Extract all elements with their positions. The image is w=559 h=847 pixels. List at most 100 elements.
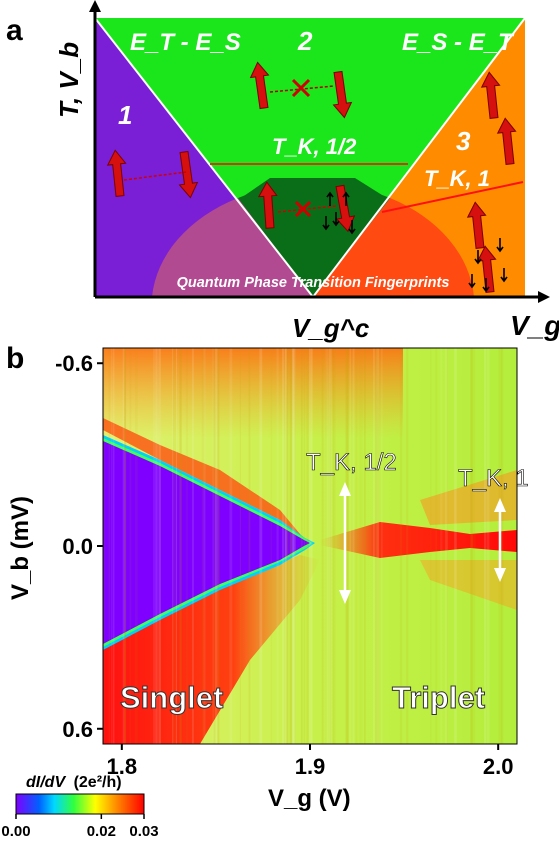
heatmap-streak	[381, 348, 383, 744]
heatmap-streak	[307, 348, 309, 744]
heatmap-streak	[180, 348, 182, 744]
dome-label: Quantum Phase Transition Fingerprints	[177, 275, 450, 291]
heatmap-red-upper-edge	[103, 418, 305, 540]
colorbar-gradient	[15, 793, 145, 815]
heatmap-streak	[229, 348, 233, 744]
colorbar-ticks: 0.00 0.02 0.03	[1, 814, 159, 840]
heatmap-streak	[446, 348, 449, 744]
panel-a-label: a	[6, 14, 23, 47]
panel-a: a T, V_b V_g V_g^c 1 2 3 E	[6, 0, 559, 343]
heatmap-streak	[124, 348, 126, 744]
panel-b-label: b	[6, 342, 24, 375]
heatmap-top-orange	[103, 348, 403, 438]
heatmap-streak	[445, 348, 448, 744]
panel-a-x-marker-label: V_g^c	[292, 313, 370, 343]
heatmap-streak	[300, 348, 303, 744]
heatmap-streak	[134, 348, 138, 744]
panel-b-tk-one-label: T_K, 1	[458, 465, 529, 492]
heatmap-streak	[321, 348, 324, 744]
heatmap-streak	[179, 348, 182, 744]
heatmap-streak	[213, 348, 217, 744]
heatmap-streak	[375, 348, 378, 744]
heatmap-streak	[406, 348, 409, 744]
x-tick-label: 2.0	[483, 754, 514, 779]
triplet-label: Triplet	[392, 680, 485, 715]
heatmap-streak	[201, 348, 205, 744]
heatmap-streak	[375, 348, 377, 744]
heatmap-streak	[359, 348, 361, 744]
region-2-number: 2	[297, 26, 313, 56]
region-2-spin-pair-icon	[248, 60, 354, 120]
singlet-label: Singlet	[120, 680, 223, 715]
heatmap-streak	[289, 348, 293, 744]
panel-b-y-axis-label-text: V_b (mV)	[7, 496, 34, 600]
region-1-spin-pair-icon	[105, 148, 200, 200]
heatmap-streak	[364, 348, 366, 744]
heatmap-streak	[248, 348, 251, 744]
colorbar-tick-label: 0.02	[87, 823, 116, 840]
heatmap-streak	[470, 348, 473, 744]
heatmap-streak	[352, 348, 355, 744]
dome-right	[313, 198, 474, 297]
heatmap-streak	[454, 348, 457, 744]
heatmap-streak	[175, 348, 178, 744]
panel-a-x-arrow-icon	[538, 291, 550, 303]
heatmap-streak	[501, 348, 504, 744]
heatmap-streak	[159, 348, 161, 744]
heatmap-streak	[284, 348, 287, 744]
tk-half-arrow-icon	[339, 482, 351, 604]
heatmap-streak	[203, 348, 206, 744]
heatmap-kondo-ridge	[320, 522, 517, 558]
heatmap-streak	[217, 348, 220, 744]
heatmap-streak	[483, 348, 487, 744]
heatmap-streak	[158, 348, 161, 744]
colorbar-title: dI/dV (2e²/h)	[26, 774, 122, 791]
heatmap-streak	[294, 348, 296, 744]
heatmap-streak	[122, 348, 125, 744]
panel-b-x-ticks: 1.8 1.9 2.0	[107, 744, 514, 779]
heatmap-streak	[309, 348, 312, 744]
heatmap-streak	[355, 348, 358, 744]
heatmap-streak	[292, 348, 296, 744]
heatmap-streak	[108, 348, 111, 744]
heatmap-streak	[154, 348, 158, 744]
heatmap-streak	[124, 348, 127, 744]
heatmap-triplet-glow	[420, 470, 517, 525]
panel-a-tk-half-label: T_K, 1/2	[272, 134, 357, 159]
colorbar: dI/dV (2e²/h) 0.00 0.02 0.03	[1, 774, 158, 840]
heatmap-streak	[303, 348, 306, 744]
panel-a-tk-one-label: T_K, 1	[424, 166, 490, 191]
heatmap-streak	[217, 348, 220, 744]
heatmap-singlet-gap	[103, 441, 310, 644]
heatmap-streak	[259, 348, 263, 744]
heatmap-streak	[285, 348, 287, 744]
heatmap-streak	[289, 348, 292, 744]
heatmap-streak	[328, 348, 332, 744]
panel-b-x-axis-label: V_g (V)	[268, 785, 351, 812]
y-tick-label: -0.6	[55, 351, 93, 376]
y-tick-label: 0.0	[62, 534, 93, 559]
region-2-background	[95, 18, 525, 297]
heatmap-streak	[329, 348, 332, 744]
heatmap-streak	[306, 348, 309, 744]
panel-b-y-ticks: -0.6 0.0 0.6	[55, 351, 103, 742]
heatmap-streak	[435, 348, 438, 744]
heatmap-streak	[440, 348, 443, 744]
heatmap-streak	[172, 348, 174, 744]
heatmap-streak	[282, 348, 285, 744]
colorbar-title-text: dI/dV	[26, 774, 66, 791]
x-tick-label: 1.8	[107, 754, 138, 779]
heatmap-streak	[270, 348, 273, 744]
heatmap-streak	[333, 348, 336, 744]
left-energy-label: E_T - E_S	[130, 29, 241, 56]
heatmap-streak	[173, 348, 177, 744]
right-boundary-line	[312, 17, 526, 298]
panel-a-x-axis-label: V_g	[510, 310, 559, 341]
heatmap-streak	[286, 348, 289, 744]
heatmap-streak	[377, 348, 380, 744]
heatmap-streak	[110, 348, 113, 744]
panel-b-tk-half-label: T_K, 1/2	[306, 449, 397, 476]
x-tick-label: 1.9	[295, 754, 326, 779]
heatmap-streak	[376, 348, 380, 744]
heatmap-streak	[152, 348, 155, 744]
